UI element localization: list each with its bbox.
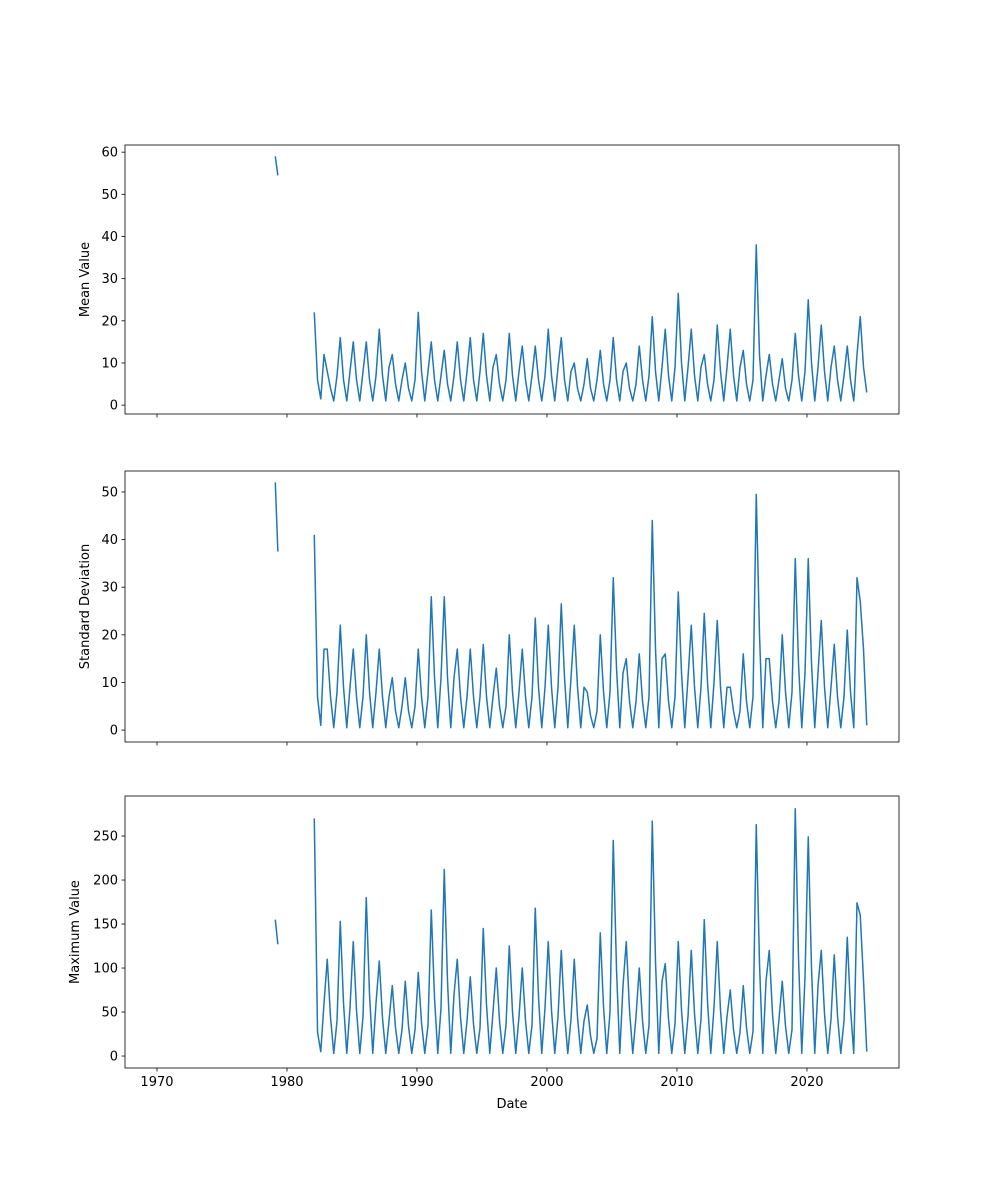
plot-area xyxy=(274,156,868,402)
y-tick-label: 30 xyxy=(101,581,118,596)
subplot: 0 10 20 30 40 50 60 Mean Value xyxy=(78,144,900,418)
plot-area xyxy=(274,808,868,1055)
y-tick-label: 10 xyxy=(101,356,118,371)
y-tick-label: 200 xyxy=(93,874,118,889)
y-tick-label: 30 xyxy=(101,272,118,287)
x-axis-label: Date xyxy=(496,1097,527,1112)
x-tick-label: 1970 xyxy=(140,1075,173,1090)
y-tick-label: 0 xyxy=(110,1050,118,1065)
data-line xyxy=(274,156,868,402)
y-tick-label: 0 xyxy=(110,399,118,414)
subplot: 0 10 20 30 40 50 Standard Deviation xyxy=(78,470,900,746)
x-tick-label: 1980 xyxy=(270,1075,303,1090)
axes-frame xyxy=(124,795,900,1069)
y-tick-label: 150 xyxy=(93,918,118,933)
data-line xyxy=(274,482,868,729)
y-tick-label: 10 xyxy=(101,676,118,691)
y-tick-label: 20 xyxy=(101,314,118,329)
y-tick-label: 40 xyxy=(101,230,118,245)
x-tick-label: 2020 xyxy=(790,1075,823,1090)
x-tick-label: 1990 xyxy=(400,1075,433,1090)
y-tick-label: 60 xyxy=(101,146,118,161)
y-tick-label: 250 xyxy=(93,830,118,845)
axes-frame xyxy=(124,470,900,743)
axes-frame xyxy=(124,144,900,415)
y-tick-label: 0 xyxy=(110,724,118,739)
y-tick-label: 50 xyxy=(101,188,118,203)
x-tick-label: 2010 xyxy=(660,1075,693,1090)
data-line xyxy=(274,808,868,1055)
y-tick-label: 50 xyxy=(101,1006,118,1021)
y-tick-label: 50 xyxy=(101,485,118,500)
y-axis-label: Mean Value xyxy=(78,242,93,317)
y-tick-label: 100 xyxy=(93,962,118,977)
y-axis-label: Maximum Value xyxy=(68,880,83,984)
subplot: 0 50 100 150 200 250 1970 1980 1990 2000 2010 2020 M… xyxy=(68,795,900,1112)
y-tick-label: 40 xyxy=(101,533,118,548)
x-tick-label: 2000 xyxy=(530,1075,563,1090)
y-axis-label: Standard Deviation xyxy=(78,544,93,669)
y-tick-label: 20 xyxy=(101,628,118,643)
plot-area xyxy=(274,482,868,729)
